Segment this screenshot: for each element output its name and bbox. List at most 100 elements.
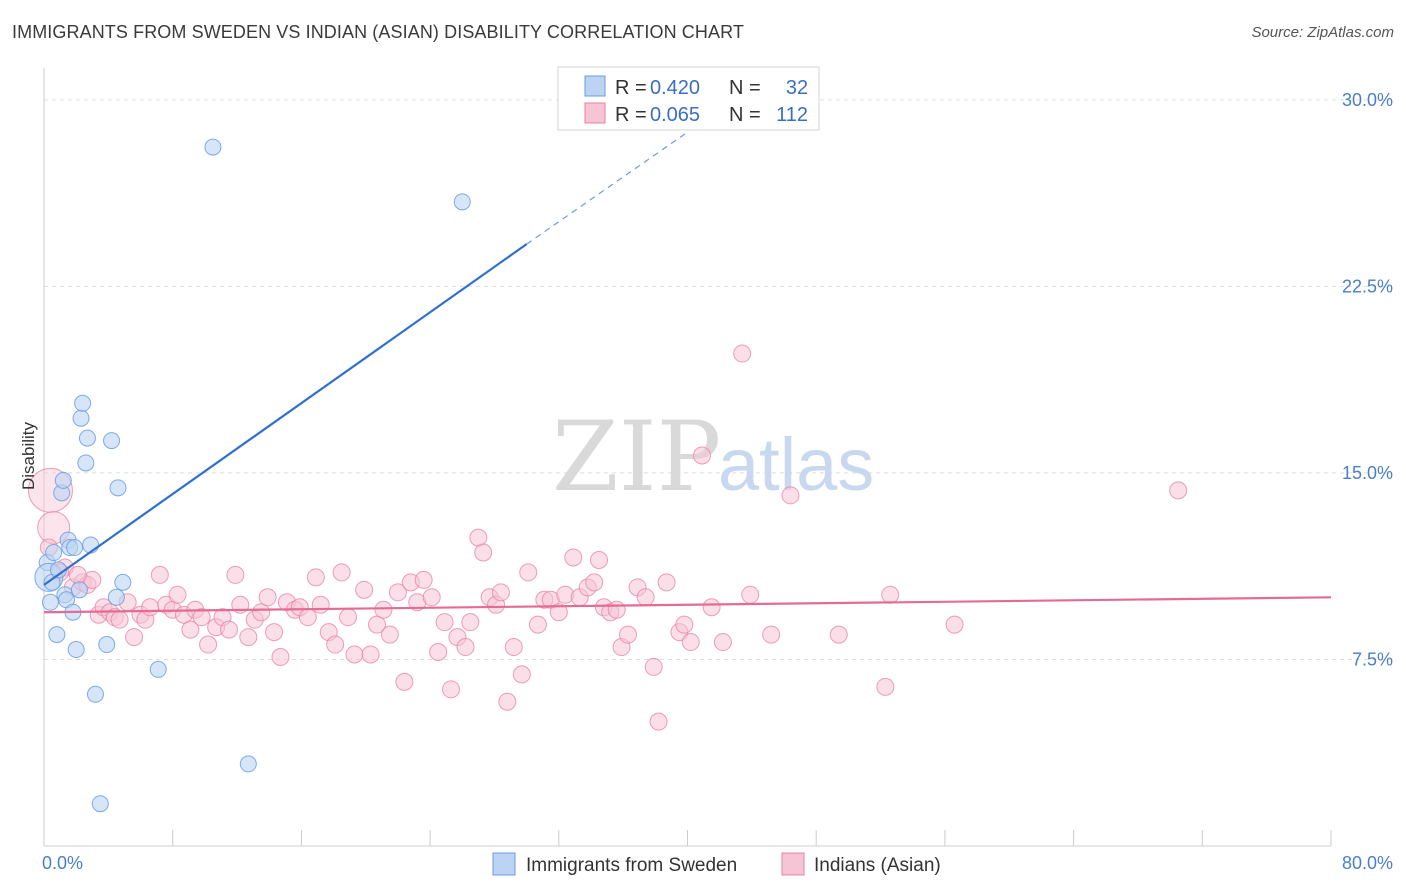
indian-point	[339, 608, 358, 627]
sweden-point	[54, 471, 72, 489]
indian-point	[239, 628, 258, 647]
y-tick-label-1: 15.0%	[1342, 463, 1393, 483]
indian-trend-line	[43, 596, 1332, 614]
indian-point	[442, 680, 461, 699]
indian-point	[519, 563, 538, 582]
sweden-point	[67, 641, 85, 659]
indian-points	[27, 344, 1188, 731]
indian-point	[361, 645, 380, 664]
sweden-point	[103, 432, 121, 450]
indian-point	[355, 580, 374, 599]
indian-point	[380, 625, 399, 644]
sweden-point	[114, 573, 132, 591]
x-tick-label-1: 80.0%	[1342, 853, 1393, 873]
indian-point	[150, 565, 169, 584]
indian-point	[528, 615, 547, 634]
y-tick-label-0: 7.5%	[1352, 649, 1393, 669]
sweden-point	[41, 593, 59, 611]
indian-point	[829, 625, 848, 644]
indian-point	[368, 615, 387, 634]
series-legend: Immigrants from Sweden Indians (Asian)	[492, 852, 941, 876]
gridlines	[44, 99, 1392, 660]
indian-point	[125, 628, 144, 647]
indian-point	[945, 615, 964, 634]
legend-r-value-1: 0.420	[650, 77, 700, 99]
indian-point	[456, 638, 475, 657]
indian-point	[429, 643, 448, 662]
indian-point	[326, 635, 345, 654]
sweden-point	[77, 454, 95, 472]
indian-point	[504, 638, 523, 657]
y-axis-title: Disability	[19, 421, 38, 490]
indian-point	[374, 600, 393, 619]
indian-point	[649, 712, 668, 731]
bottom-legend-swatch-sweden	[492, 852, 516, 876]
sweden-point	[453, 193, 471, 211]
chart-title: IMMIGRANTS FROM SWEDEN VS INDIAN (ASIAN)…	[12, 22, 744, 42]
watermark: ZIP atlas	[552, 401, 874, 513]
indian-point	[681, 633, 700, 652]
indian-point	[271, 647, 290, 666]
indian-point	[68, 565, 87, 584]
sweden-point	[109, 479, 127, 497]
indian-point	[713, 633, 732, 652]
sweden-point	[98, 636, 116, 654]
bottom-legend-label-sweden: Immigrants from Sweden	[526, 855, 737, 876]
indian-point	[733, 344, 752, 363]
indian-point	[590, 550, 609, 569]
indian-point	[110, 610, 129, 629]
sweden-point	[239, 755, 257, 773]
sweden-point	[72, 409, 90, 427]
sweden-trend-line	[43, 243, 528, 586]
indian-point	[298, 608, 317, 627]
sweden-point	[45, 544, 63, 562]
source-label: Source: ZipAtlas.com	[1251, 24, 1394, 41]
indian-point	[692, 446, 711, 465]
indian-point	[141, 598, 160, 617]
sweden-point	[48, 626, 66, 644]
indian-point	[220, 620, 239, 639]
watermark-zip: ZIP	[552, 401, 721, 513]
indian-point	[258, 588, 277, 607]
indian-point	[512, 665, 531, 684]
indian-point	[498, 692, 517, 711]
sweden-point	[149, 660, 167, 678]
indian-point	[549, 603, 568, 622]
indian-point	[585, 573, 604, 592]
indian-point	[422, 588, 441, 607]
sweden-trend-extension	[526, 131, 688, 245]
indian-point	[252, 603, 271, 622]
indian-point	[181, 620, 200, 639]
indian-point	[564, 548, 583, 567]
indian-point	[332, 563, 351, 582]
legend-n-value-1: 32	[786, 77, 808, 99]
y-tick-labels: 7.5% 15.0% 22.5% 30.0%	[1342, 90, 1393, 670]
bottom-legend-label-indian: Indians (Asian)	[814, 855, 941, 876]
indian-point	[607, 600, 626, 619]
sweden-point	[66, 539, 84, 557]
indian-point	[168, 585, 187, 604]
indian-point	[199, 635, 218, 654]
indian-point	[395, 672, 414, 691]
legend-r-value-2: 0.065	[650, 104, 700, 126]
sweden-point	[74, 394, 92, 412]
sweden-points	[34, 138, 471, 813]
sweden-point	[91, 795, 109, 813]
indian-point	[657, 573, 676, 592]
indian-point	[702, 598, 721, 617]
y-tick-label-2: 22.5%	[1342, 276, 1393, 296]
indian-point	[226, 565, 245, 584]
sweden-point	[204, 138, 222, 156]
x-tick-labels: 0.0% 80.0%	[42, 853, 1393, 873]
indian-point	[876, 677, 895, 696]
x-tick-label-0: 0.0%	[42, 853, 83, 873]
indian-point	[741, 585, 760, 604]
legend-swatch-sweden	[584, 75, 606, 97]
sweden-point	[78, 429, 96, 447]
indian-point	[644, 657, 663, 676]
indian-point	[414, 570, 433, 589]
indian-point	[311, 595, 330, 614]
indian-point	[762, 625, 781, 644]
indian-point	[461, 613, 480, 632]
